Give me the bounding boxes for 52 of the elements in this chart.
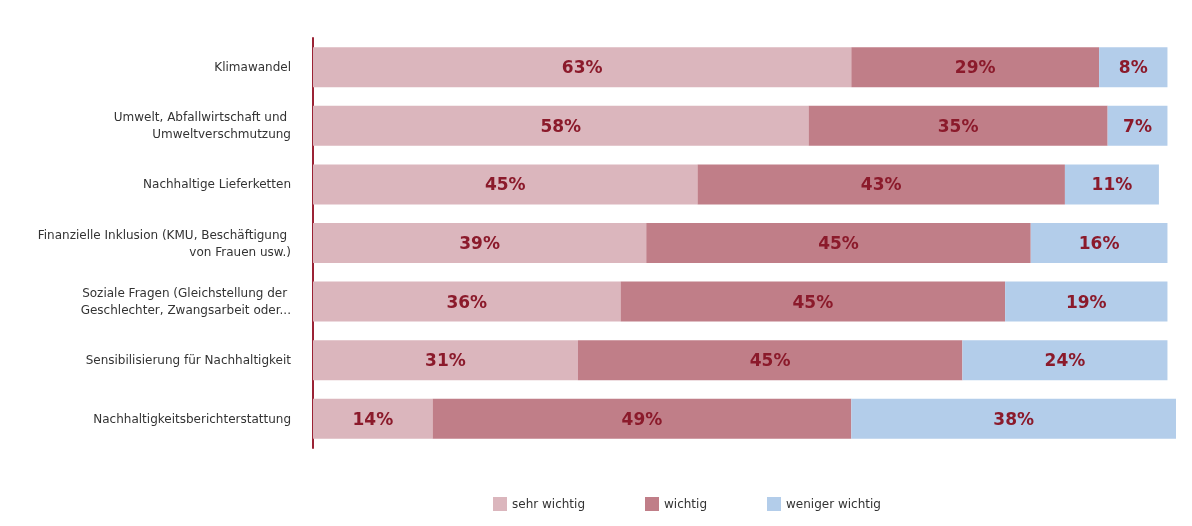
data-label: 49% bbox=[621, 408, 663, 429]
bar bbox=[646, 223, 1031, 263]
bar bbox=[1005, 281, 1168, 322]
data-label: 11% bbox=[1091, 174, 1133, 195]
bar bbox=[577, 340, 963, 381]
bar bbox=[313, 398, 433, 439]
bar bbox=[432, 398, 852, 439]
legend-label: sehr wichtig bbox=[512, 497, 585, 511]
bar bbox=[620, 281, 1006, 322]
data-label: 36% bbox=[446, 291, 488, 312]
data-label: 14% bbox=[352, 408, 394, 429]
legend-label: weniger wichtig bbox=[786, 497, 881, 511]
data-label: 24% bbox=[1044, 350, 1086, 371]
bar bbox=[313, 340, 578, 381]
data-label: 39% bbox=[459, 233, 500, 253]
data-label: 16% bbox=[1078, 233, 1120, 253]
bar bbox=[962, 340, 1168, 381]
data-label: 45% bbox=[484, 174, 526, 195]
data-label: 8% bbox=[1118, 57, 1148, 78]
data-label: 45% bbox=[792, 291, 834, 312]
y-tick-label: Klimawandel bbox=[214, 60, 291, 75]
bar bbox=[851, 47, 1100, 88]
bar bbox=[697, 164, 1065, 205]
y-tick-label: Nachhaltigkeitsberichterstattung bbox=[93, 411, 291, 426]
y-tick-label: Finanzielle Inklusion (KMU, Beschäftigung von Frauen usw.) bbox=[37, 227, 291, 259]
y-tick-label: Sensibilisierung für Nachhaltigkeit bbox=[85, 353, 292, 368]
data-label: 45% bbox=[749, 350, 791, 371]
data-label: 58% bbox=[540, 115, 582, 136]
data-label: 19% bbox=[1065, 291, 1107, 312]
y-tick-label: Soziale Fragen (Gleichstellung der Geschlechter, Zwangsarbeit oder... bbox=[80, 286, 291, 318]
y-tick-label: Umwelt, Abfallwirtschaft und Umweltverschmutzung bbox=[113, 110, 291, 142]
data-label: 29% bbox=[954, 57, 996, 78]
bar bbox=[1030, 223, 1168, 263]
bar bbox=[851, 398, 1176, 439]
bar bbox=[313, 105, 809, 146]
bar bbox=[1107, 105, 1168, 146]
legend-label: wichtig bbox=[664, 497, 708, 511]
bar bbox=[313, 47, 852, 88]
bar bbox=[313, 164, 698, 205]
data-label: 7% bbox=[1123, 115, 1152, 136]
data-label: 63% bbox=[561, 57, 603, 78]
y-tick-label: Nachhaltige Lieferketten bbox=[143, 177, 291, 192]
data-label: 31% bbox=[425, 350, 466, 371]
data-label: 38% bbox=[993, 408, 1035, 429]
bar bbox=[1099, 47, 1168, 88]
data-label: 45% bbox=[818, 233, 859, 253]
bar bbox=[313, 281, 621, 322]
bar bbox=[313, 223, 647, 263]
data-label: 35% bbox=[937, 115, 979, 136]
bar bbox=[1064, 164, 1159, 205]
bar bbox=[808, 105, 1108, 146]
data-label: 43% bbox=[860, 174, 902, 195]
